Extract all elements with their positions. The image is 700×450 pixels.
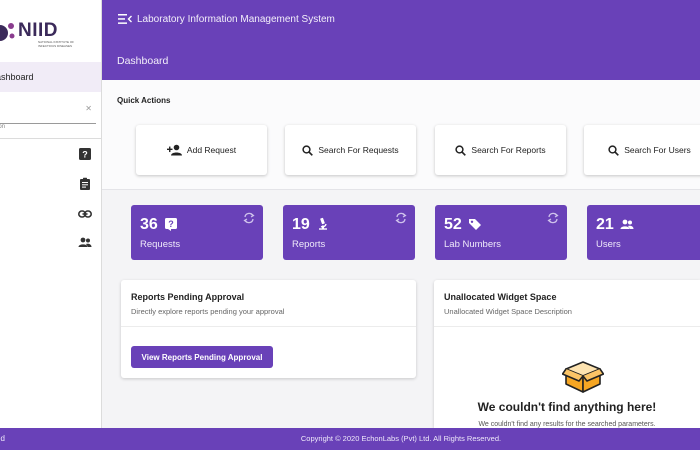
empty-state-title: We couldn't find anything here! — [477, 400, 657, 414]
divider — [121, 326, 416, 327]
footer: ed Copyright © 2020 EchonLabs (Pvt) Ltd.… — [0, 428, 700, 450]
view-pending-approval-button[interactable]: View Reports Pending Approval — [131, 346, 273, 368]
stat-label: Lab Numbers — [444, 239, 502, 250]
stat-count: 52 — [444, 216, 462, 233]
microscope-icon — [319, 217, 327, 230]
divider — [434, 326, 700, 327]
refresh-icon[interactable] — [395, 212, 407, 224]
logo-subtext: NATIONAL INSTITUTE OF INFECTIOUS DISEASE… — [38, 40, 75, 48]
app-title: Laboratory Information Management System — [137, 14, 335, 25]
app-header: Laboratory Information Management System… — [102, 0, 700, 80]
search-hint: ation — [0, 124, 6, 130]
card-title: Unallocated Widget Space — [444, 292, 557, 302]
stat-count: 36 — [140, 216, 158, 233]
person-add-icon — [166, 144, 182, 156]
stat-label: Reports — [292, 239, 326, 250]
clipboard-icon — [80, 177, 90, 190]
search-reports-label: Search For Reports — [471, 145, 546, 155]
stat-card-requests[interactable]: 36 ? Requests — [131, 205, 263, 260]
search-users-button[interactable]: Search For Users — [584, 125, 700, 175]
help-box-icon: ? — [165, 218, 177, 231]
refresh-icon[interactable] — [547, 212, 559, 224]
sidebar-item-links[interactable]: s — [0, 200, 101, 228]
search-requests-button[interactable]: Search For Requests — [285, 125, 416, 175]
page-title: Dashboard — [117, 55, 169, 67]
card-title: Reports Pending Approval — [131, 292, 245, 302]
refresh-icon[interactable] — [243, 212, 255, 224]
stat-label: Users — [596, 239, 621, 250]
empty-state-subtitle: We couldn't find any results for the sea… — [478, 421, 656, 428]
sidebar-item-reports[interactable] — [0, 170, 101, 198]
stat-card-lab-numbers[interactable]: 52 Lab Numbers — [435, 205, 567, 260]
search-reports-button[interactable]: Search For Reports — [435, 125, 566, 175]
pending-approval-card: Reports Pending Approval Directly explor… — [121, 280, 416, 378]
logo: NIID — [0, 14, 58, 48]
link-icon — [78, 210, 92, 218]
sidebar-item-label: ashboard — [0, 72, 34, 82]
search-icon — [302, 144, 314, 156]
empty-box-icon — [562, 361, 604, 393]
card-subtitle: Directly explore reports pending your ap… — [131, 307, 285, 316]
search-icon — [608, 144, 620, 156]
stat-label: Requests — [140, 239, 181, 250]
divider — [0, 138, 101, 139]
users-icon — [620, 219, 634, 229]
sidebar: NIID NATIONAL INSTITUTE OF INFECTIOUS DI… — [0, 0, 102, 428]
close-icon[interactable]: ✕ — [85, 104, 92, 113]
tag-icon — [469, 219, 481, 230]
quick-actions-panel: Quick Actions Add Request Search For Req… — [102, 80, 700, 190]
stat-count: 21 — [596, 216, 614, 233]
menu-collapse-icon[interactable] — [118, 13, 132, 25]
sidebar-search-input[interactable] — [0, 102, 80, 116]
search-users-label: Search For Users — [624, 145, 691, 155]
widget-space-card: Unallocated Widget Space Unallocated Wid… — [434, 280, 700, 428]
copyright-text: Copyright © 2020 EchonLabs (Pvt) Ltd. Al… — [300, 434, 502, 443]
sidebar-item-help[interactable]: ? — [0, 140, 101, 168]
sidebar-item-dashboard[interactable]: ashboard — [0, 62, 101, 92]
svg-text:?: ? — [82, 150, 88, 160]
stat-card-reports[interactable]: 19 Reports — [283, 205, 415, 260]
sidebar-item-users[interactable] — [0, 228, 101, 256]
card-subtitle: Unallocated Widget Space Description — [444, 307, 572, 316]
add-request-button[interactable]: Add Request — [136, 125, 267, 175]
logo-text: NIID — [18, 20, 58, 41]
stat-count: 19 — [292, 216, 310, 233]
svg-text:?: ? — [168, 219, 174, 229]
search-requests-label: Search For Requests — [318, 145, 399, 155]
add-request-label: Add Request — [186, 145, 237, 155]
help-box-icon: ? — [79, 148, 91, 160]
logo-mark-icon — [0, 23, 15, 41]
stat-card-users[interactable]: 21 Users — [587, 205, 700, 260]
search-icon — [455, 144, 467, 156]
sidebar-search: ✕ — [0, 100, 96, 124]
footer-left-text: ed — [0, 434, 5, 443]
quick-actions-title: Quick Actions — [117, 96, 171, 105]
users-icon — [78, 237, 92, 247]
